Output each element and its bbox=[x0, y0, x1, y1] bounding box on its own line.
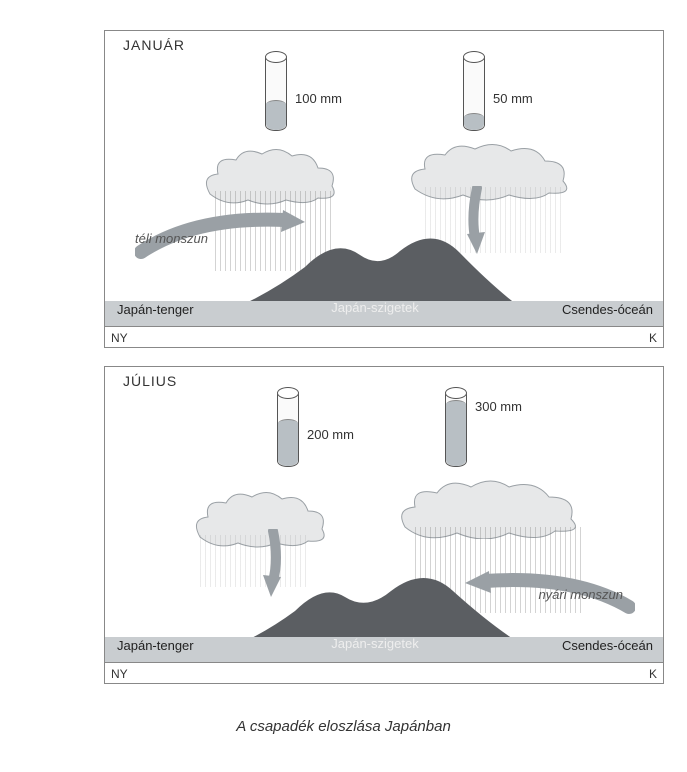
dir-west: NY bbox=[111, 331, 128, 345]
islands-label: Japán-szigetek bbox=[305, 300, 445, 315]
gauge-east-label: 300 mm bbox=[475, 399, 522, 414]
month-label: JÚLIUS bbox=[123, 373, 177, 389]
rain-gauge-west bbox=[265, 53, 287, 131]
sea-east-label: Csendes-óceán bbox=[562, 638, 653, 653]
dir-west: NY bbox=[111, 667, 128, 681]
dir-east: K bbox=[649, 331, 657, 345]
rain-gauge-east bbox=[463, 53, 485, 131]
gauge-east-label: 50 mm bbox=[493, 91, 533, 106]
gauge-west-label: 100 mm bbox=[295, 91, 342, 106]
gauge-west-label: 200 mm bbox=[307, 427, 354, 442]
sea-west-label: Japán-tenger bbox=[117, 638, 194, 653]
islands-label: Japán-szigetek bbox=[305, 636, 445, 651]
sea-east-label: Csendes-óceán bbox=[562, 302, 653, 317]
panel-january: JANUÁR 100 mm 50 mm bbox=[104, 30, 664, 348]
rain-gauge-east bbox=[445, 389, 467, 467]
rain-gauge-west bbox=[277, 389, 299, 467]
figure-caption: A csapadék eloszlása Japánban bbox=[0, 718, 687, 735]
direction-bar bbox=[105, 663, 663, 683]
month-label: JANUÁR bbox=[123, 37, 185, 53]
dir-east: K bbox=[649, 667, 657, 681]
direction-bar bbox=[105, 327, 663, 347]
panel-july: JÚLIUS 200 mm 300 mm bbox=[104, 366, 664, 684]
sea-west-label: Japán-tenger bbox=[117, 302, 194, 317]
